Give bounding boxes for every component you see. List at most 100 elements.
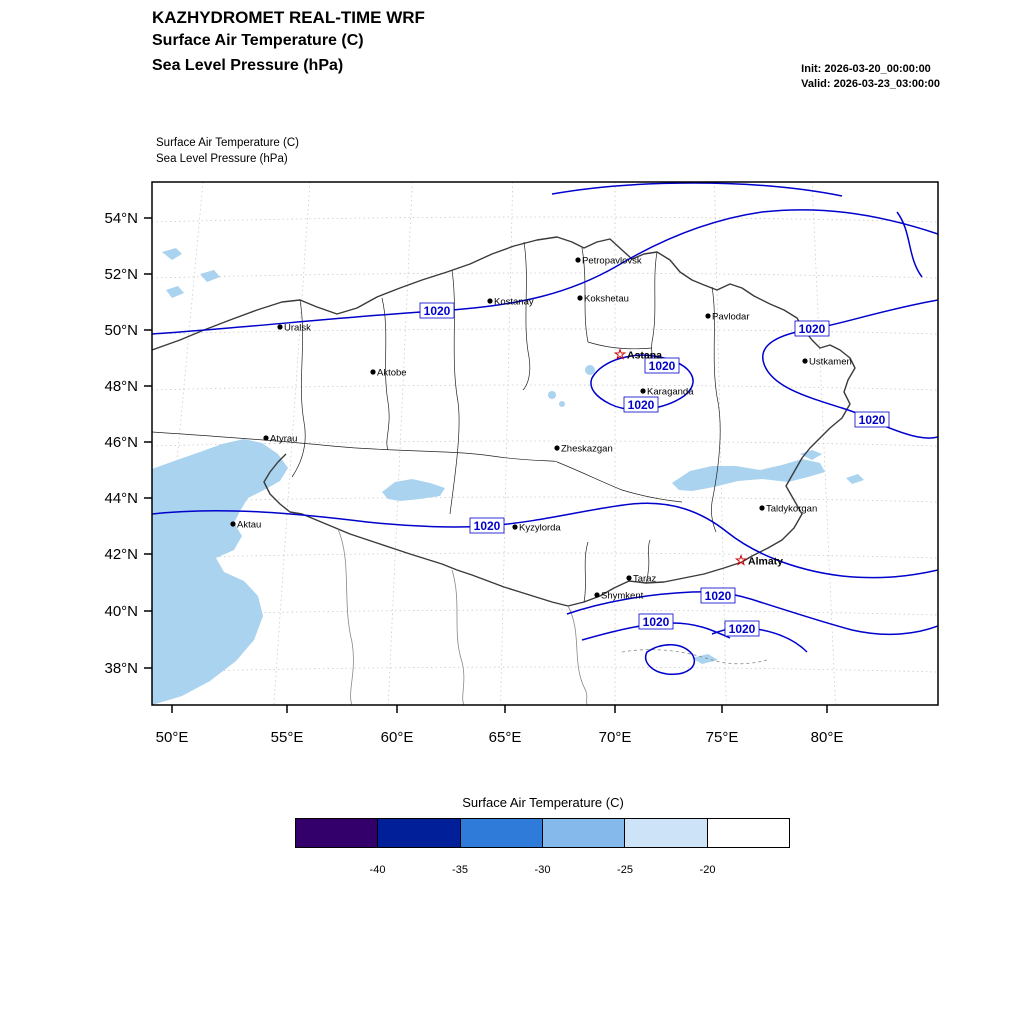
colorbar-tick-label: -35: [452, 864, 468, 876]
isobar-1020: [152, 209, 938, 335]
city-dot-icon: [263, 435, 269, 441]
city-label: Petropavlovsk: [582, 256, 642, 267]
lake-tengiz: [585, 365, 595, 375]
colorbar-segment: [542, 819, 626, 847]
city-dot-icon: [277, 324, 283, 330]
aral-sea: [382, 479, 445, 501]
contour-label-box: [644, 357, 680, 374]
city-label: Shymkent: [601, 591, 644, 602]
contour-label: 1020: [628, 398, 655, 412]
small-lake: [559, 401, 565, 407]
city-star-icon: ☆: [614, 346, 627, 362]
small-lake: [200, 270, 220, 282]
city-label: Atyrau: [270, 434, 297, 445]
header-subtitle-pressure: Sea Level Pressure (hPa): [152, 57, 344, 74]
isobar-1020: [590, 354, 694, 411]
valid-time: Valid: 2026-03-23_03:00:00: [801, 78, 940, 90]
contour-label-box: [638, 613, 674, 630]
contour-label: 1020: [474, 519, 501, 533]
city-dot-icon: [802, 358, 808, 364]
contour-labels: 1020 1020 1020 1020 1020 1020 1020 1020 1020: [419, 302, 890, 637]
lon-tick-label: 80°E: [811, 729, 844, 746]
lon-tick-label: 70°E: [599, 729, 632, 746]
map-canvas: 1020 1020 1020 1020 1020 1020 1020 1020 1020 Pet…: [104, 181, 939, 746]
contour-label: 1020: [705, 589, 732, 603]
page-title: KAZHYDROMET REAL-TIME WRF: [152, 8, 425, 27]
city-star-icon: ☆: [735, 552, 748, 568]
city-label: Astana: [627, 350, 662, 362]
colorbar-segment: [460, 819, 543, 847]
graticule-parallel: [152, 216, 938, 223]
city-label: Zheskazgan: [561, 444, 613, 455]
isobar-1020: [152, 502, 938, 579]
small-lake: [166, 286, 184, 298]
contour-label-box: [623, 396, 659, 413]
water-bodies: [152, 248, 864, 705]
isobar-1020: [645, 644, 696, 675]
graticule-parallel: [152, 272, 938, 279]
map-legend-pressure: Sea Level Pressure (hPa): [156, 153, 288, 165]
colorbar-tick-label: -20: [699, 864, 716, 876]
lat-tick-label: 44°N: [104, 490, 138, 507]
graticule-meridian: [387, 182, 413, 705]
colorbar-segment: [625, 819, 708, 847]
graticule-meridian: [811, 182, 836, 705]
city-label: Uralsk: [284, 323, 311, 334]
city-dot-icon: [640, 388, 646, 394]
small-lake: [800, 450, 822, 460]
city-dot-icon: [577, 295, 583, 301]
colorbar-segment: [707, 819, 789, 847]
country-borders: [152, 236, 856, 607]
graticule-parallel: [152, 609, 938, 616]
city-label: Aktobe: [377, 368, 407, 379]
colorbar-tick-label: -40: [369, 864, 386, 876]
lake-balkhash: [672, 459, 825, 491]
contour-label-box: [419, 302, 455, 319]
contour-label: 1020: [859, 413, 886, 427]
city-dot-icon: [230, 521, 236, 527]
graticule-parallel: [152, 496, 938, 503]
city-dot-icon: [759, 505, 765, 511]
kazakhstan-border: [152, 236, 856, 607]
graticule-meridian: [500, 182, 514, 705]
colorbar-tick-label: -25: [617, 864, 633, 876]
city-dot-icon: [512, 524, 518, 530]
isobar-1020: [551, 182, 843, 197]
lat-tick-label: 50°N: [104, 322, 138, 339]
lat-tick-label: 54°N: [104, 210, 138, 227]
contour-label-box: [700, 587, 736, 604]
lon-tick-label: 55°E: [271, 729, 304, 746]
colorbar-title: Surface Air Temperature (C): [462, 795, 624, 810]
region-border: [381, 297, 390, 451]
lon-tick-label: 50°E: [156, 729, 189, 746]
lon-tick-label: 75°E: [706, 729, 739, 746]
contour-label-box: [724, 620, 760, 637]
lon-tick-label: 65°E: [489, 729, 522, 746]
map-frame: [151, 181, 939, 706]
graticule-meridian: [714, 182, 727, 705]
contour-label: 1020: [799, 322, 826, 336]
isobar-1020: [566, 591, 938, 636]
region-border: [583, 541, 589, 603]
graticule-parallel: [152, 440, 938, 447]
city-label: Ustkamen: [809, 357, 852, 368]
map-legend: Surface Air Temperature (C) Sea Level Pr…: [156, 135, 299, 167]
city-label: Kostanay: [494, 297, 534, 308]
graticule-parallel: [152, 666, 938, 673]
city-label: Almaty: [748, 556, 783, 568]
colorbar-segment: [378, 819, 461, 847]
neighbor-border: [621, 649, 768, 665]
city-label: Kyzylorda: [519, 523, 561, 534]
contour-label-box: [854, 411, 890, 428]
cities: Petropavlovsk Kostanay Kokshetau Pavlodar Ur…: [230, 256, 852, 602]
neighbor-border: [337, 528, 354, 705]
colorbar: [295, 818, 790, 848]
city-label: Taldykorgan: [766, 504, 817, 515]
contour-label-box: [469, 517, 505, 534]
map-legend-temperature: Surface Air Temperature (C): [156, 137, 299, 149]
region-border: [152, 431, 558, 463]
city-dot-icon: [626, 575, 632, 581]
city-dot-icon: [575, 257, 581, 263]
header-subtitle-temperature: Surface Air Temperature (C): [152, 32, 364, 49]
init-time: Init: 2026-03-20_00:00:00: [801, 63, 931, 75]
